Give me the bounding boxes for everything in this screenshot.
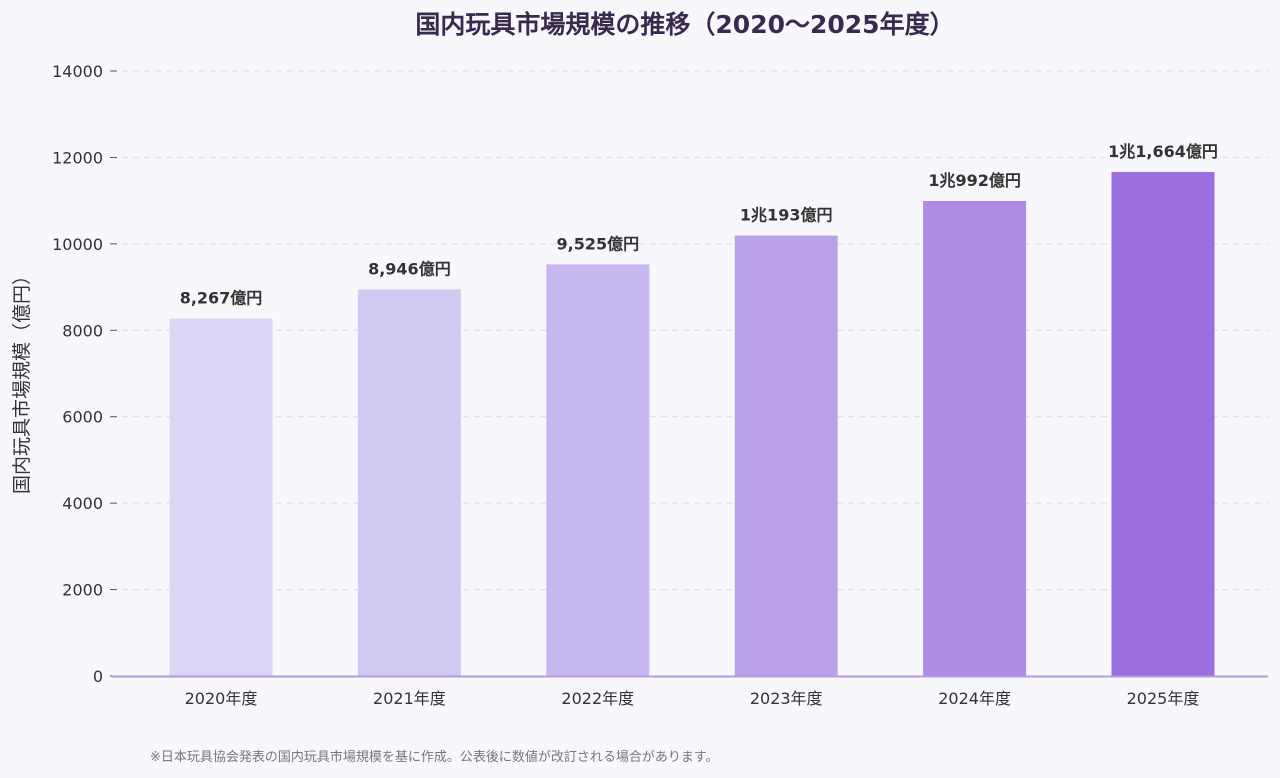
x-axis-ticks: 2020年度 2021年度 2022年度 2023年度 2024年度 2025年度 [185, 689, 1200, 708]
data-label: 9,525億円 [556, 234, 639, 253]
bars [169, 171, 1215, 676]
y-tick-label: 4000 [62, 494, 103, 513]
chart-title: 国内玩具市場規模の推移（2020〜2025年度） [415, 10, 954, 39]
x-tick-label: 2022年度 [561, 689, 634, 708]
bar [546, 264, 650, 676]
gridlines [122, 70, 1268, 591]
y-axis-label: 国内玩具市場規模（億円） [11, 266, 33, 494]
y-tick-label: 8000 [62, 321, 103, 340]
data-label: 8,946億円 [368, 259, 451, 278]
bar [734, 235, 838, 676]
y-tick-label: 0 [93, 667, 103, 686]
y-tick-label: 12000 [52, 148, 103, 167]
y-tick-label: 6000 [62, 408, 103, 427]
x-tick-label: 2025年度 [1127, 689, 1200, 708]
x-tick-label: 2023年度 [750, 689, 823, 708]
y-tick-label: 10000 [52, 235, 103, 254]
y-tick-label: 14000 [52, 62, 103, 81]
x-tick-label: 2024年度 [938, 689, 1011, 708]
bar [357, 289, 461, 676]
data-label: 1兆193億円 [740, 206, 833, 225]
footnote: ※日本玩具協会発表の国内玩具市場規模を基に作成。公表後に数値が改訂される場合があ… [150, 749, 719, 765]
data-labels: 8,267億円 8,946億円 9,525億円 1兆193億円 1兆992億円 1兆1,6… [180, 142, 1218, 308]
bar [923, 200, 1027, 676]
data-label: 1兆992億円 [928, 171, 1021, 190]
bar [1111, 171, 1215, 676]
x-tick-label: 2020年度 [185, 689, 258, 708]
data-label: 8,267億円 [180, 289, 263, 308]
y-tick-label: 2000 [62, 581, 103, 600]
data-label: 1兆1,664億円 [1108, 142, 1218, 161]
bar [169, 318, 273, 676]
x-tick-label: 2021年度 [373, 689, 446, 708]
y-axis-ticks: 0 2000 4000 6000 8000 10000 12000 14000 [52, 62, 117, 686]
